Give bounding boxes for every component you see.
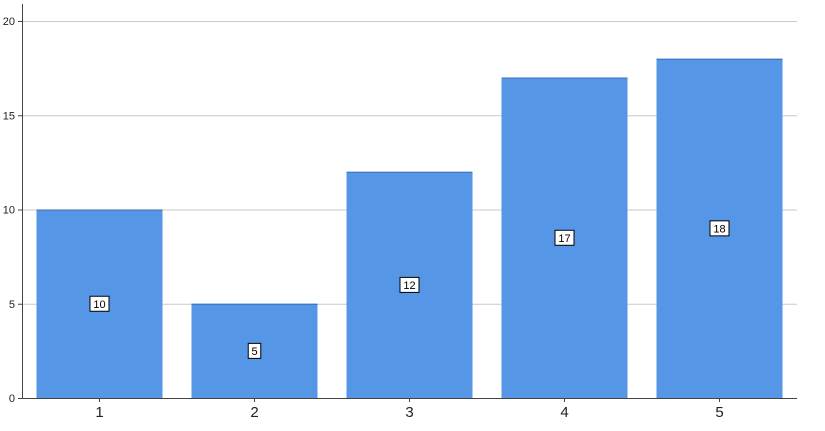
- data-label-box-5: [709, 220, 730, 237]
- y-tick-label: 20: [3, 16, 15, 28]
- x-tick-label-5: 5: [715, 404, 723, 421]
- data-labels: 10 5 12 17 18: [89, 220, 730, 359]
- bars: [36, 58, 783, 399]
- y-tick-label: 5: [9, 299, 15, 311]
- y-tick-label: 0: [9, 393, 15, 405]
- data-label-box-1: [89, 295, 110, 312]
- data-label-box-4: [554, 229, 575, 246]
- x-tick-label-4: 4: [560, 404, 568, 421]
- x-tick-label-3: 3: [405, 404, 413, 421]
- data-label-2: 5: [251, 346, 257, 358]
- x-tick-label-2: 2: [250, 404, 258, 421]
- x-tick-label-1: 1: [95, 404, 103, 421]
- y-tick-label: 10: [3, 205, 15, 217]
- data-label-4: 17: [558, 233, 570, 245]
- data-label-box-3: [399, 276, 420, 293]
- data-label-5: 18: [713, 223, 725, 235]
- data-label-box-2: [247, 342, 262, 359]
- y-tick-label: 15: [3, 110, 15, 122]
- data-label-1: 10: [93, 299, 105, 311]
- data-label-3: 12: [403, 280, 415, 292]
